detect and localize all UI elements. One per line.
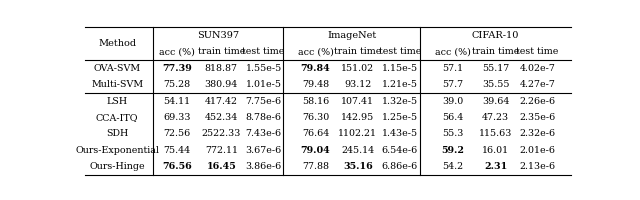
Text: 54.11: 54.11: [163, 97, 190, 106]
Text: Ours-Hinge: Ours-Hinge: [90, 162, 145, 171]
Text: 57.1: 57.1: [442, 64, 463, 73]
Text: 107.41: 107.41: [341, 97, 374, 106]
Text: 54.2: 54.2: [442, 162, 463, 171]
Text: 1.43e-5: 1.43e-5: [382, 129, 418, 138]
Text: SUN397: SUN397: [197, 31, 239, 40]
Text: 2.01e-6: 2.01e-6: [519, 146, 556, 155]
Text: 47.23: 47.23: [482, 113, 509, 122]
Text: 1.32e-5: 1.32e-5: [382, 97, 418, 106]
Text: 1.55e-5: 1.55e-5: [245, 64, 282, 73]
Text: 1.21e-5: 1.21e-5: [382, 80, 418, 89]
Text: SDH: SDH: [106, 129, 129, 138]
Text: 7.43e-6: 7.43e-6: [246, 129, 282, 138]
Text: train time: train time: [334, 47, 381, 56]
Text: 79.84: 79.84: [301, 64, 330, 73]
Text: Multi-SVM: Multi-SVM: [91, 80, 143, 89]
Text: 93.12: 93.12: [344, 80, 371, 89]
Text: 58.16: 58.16: [302, 97, 329, 106]
Text: test time: test time: [379, 47, 421, 56]
Text: 6.86e-6: 6.86e-6: [382, 162, 418, 171]
Text: 69.33: 69.33: [163, 113, 191, 122]
Text: test time: test time: [516, 47, 559, 56]
Text: test time: test time: [243, 47, 285, 56]
Text: 55.17: 55.17: [482, 64, 509, 73]
Text: 76.64: 76.64: [302, 129, 329, 138]
Text: acc (%): acc (%): [435, 47, 471, 56]
Text: 77.88: 77.88: [302, 162, 329, 171]
Text: 76.56: 76.56: [162, 162, 191, 171]
Text: 245.14: 245.14: [341, 146, 374, 155]
Text: 1102.21: 1102.21: [339, 129, 377, 138]
Text: 55.3: 55.3: [442, 129, 463, 138]
Text: 2.32e-6: 2.32e-6: [519, 129, 556, 138]
Text: 6.54e-6: 6.54e-6: [382, 146, 418, 155]
Text: LSH: LSH: [107, 97, 128, 106]
Text: 76.30: 76.30: [302, 113, 329, 122]
Text: 115.63: 115.63: [479, 129, 513, 138]
Text: 151.02: 151.02: [341, 64, 374, 73]
Text: 2.35e-6: 2.35e-6: [519, 113, 556, 122]
Text: CIFAR-10: CIFAR-10: [472, 31, 519, 40]
Text: 452.34: 452.34: [205, 113, 238, 122]
Text: 72.56: 72.56: [163, 129, 190, 138]
Text: 35.16: 35.16: [343, 162, 372, 171]
Text: 59.2: 59.2: [442, 146, 465, 155]
Text: 79.04: 79.04: [301, 146, 330, 155]
Text: ImageNet: ImageNet: [327, 31, 376, 40]
Text: 3.86e-6: 3.86e-6: [245, 162, 282, 171]
Text: 380.94: 380.94: [205, 80, 238, 89]
Text: 75.28: 75.28: [163, 80, 190, 89]
Text: OVA-SVM: OVA-SVM: [93, 64, 141, 73]
Text: 3.67e-6: 3.67e-6: [245, 146, 282, 155]
Text: 1.01e-5: 1.01e-5: [246, 80, 282, 89]
Text: CCA-ITQ: CCA-ITQ: [96, 113, 138, 122]
Text: 8.78e-6: 8.78e-6: [246, 113, 282, 122]
Text: 7.75e-6: 7.75e-6: [246, 97, 282, 106]
Text: 2.13e-6: 2.13e-6: [519, 162, 556, 171]
Text: 75.44: 75.44: [163, 146, 190, 155]
Text: 142.95: 142.95: [341, 113, 374, 122]
Text: 2522.33: 2522.33: [202, 129, 241, 138]
Text: 772.11: 772.11: [205, 146, 238, 155]
Text: train time: train time: [198, 47, 245, 56]
Text: 16.01: 16.01: [482, 146, 509, 155]
Text: 39.0: 39.0: [442, 97, 463, 106]
Text: 4.02e-7: 4.02e-7: [520, 64, 556, 73]
Text: acc (%): acc (%): [159, 47, 195, 56]
Text: 79.48: 79.48: [302, 80, 329, 89]
Text: 56.4: 56.4: [442, 113, 463, 122]
Text: 39.64: 39.64: [482, 97, 509, 106]
Text: 2.31: 2.31: [484, 162, 508, 171]
Text: 4.27e-7: 4.27e-7: [520, 80, 556, 89]
Text: acc (%): acc (%): [298, 47, 333, 56]
Text: Ours-Exponential: Ours-Exponential: [76, 146, 159, 155]
Text: 35.55: 35.55: [482, 80, 509, 89]
Text: 77.39: 77.39: [162, 64, 191, 73]
Text: 2.26e-6: 2.26e-6: [519, 97, 556, 106]
Text: 16.45: 16.45: [207, 162, 236, 171]
Text: 57.7: 57.7: [442, 80, 463, 89]
Text: train time: train time: [472, 47, 519, 56]
Text: 818.87: 818.87: [205, 64, 238, 73]
Text: 1.15e-5: 1.15e-5: [382, 64, 418, 73]
Text: 417.42: 417.42: [205, 97, 238, 106]
Text: 1.25e-5: 1.25e-5: [382, 113, 418, 122]
Text: Method: Method: [98, 39, 136, 48]
